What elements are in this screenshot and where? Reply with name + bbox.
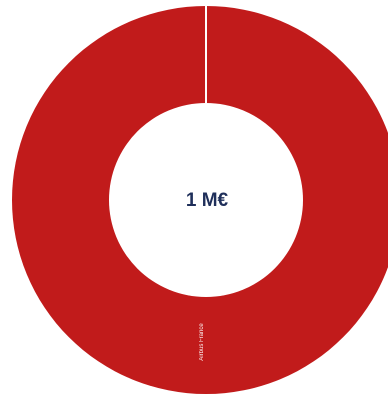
donut-center-total: 1 M€	[186, 190, 229, 211]
slice-labels: Airbus France	[199, 323, 205, 361]
slice-label: Airbus France	[199, 323, 205, 361]
donut-hole	[109, 103, 303, 297]
